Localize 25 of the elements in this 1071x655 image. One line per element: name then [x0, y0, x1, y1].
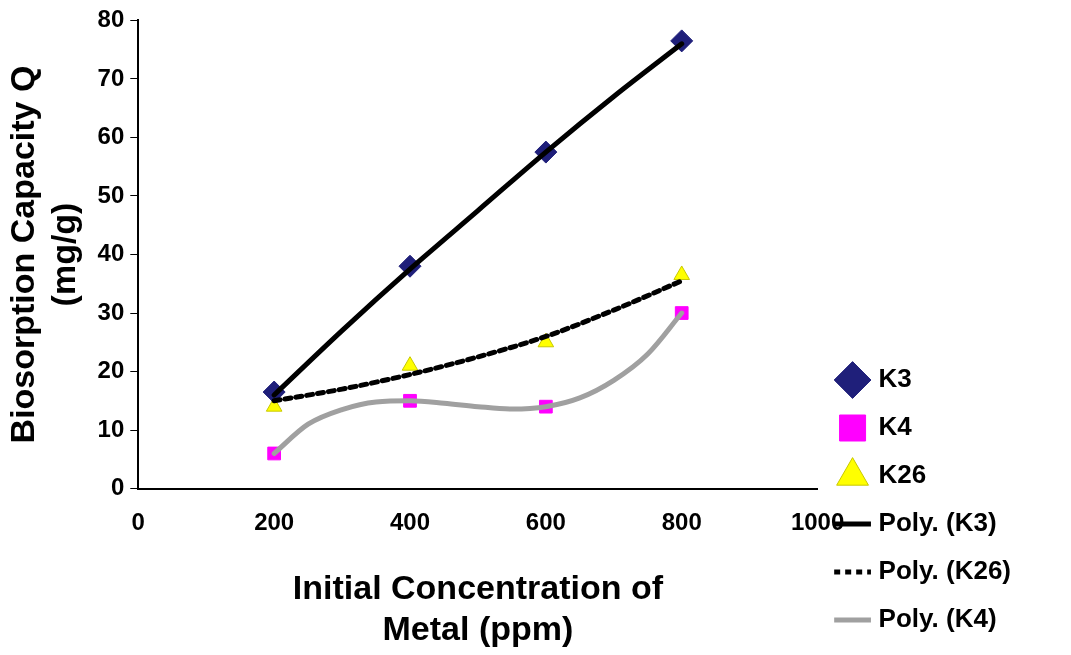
y-tick-label: 40 [97, 239, 125, 267]
legend-label: K26 [878, 459, 927, 490]
x-tick-label: 200 [254, 507, 295, 535]
x-tick-label: 400 [389, 507, 431, 535]
legend-label: K3 [878, 363, 912, 394]
legend-label: Poly. (K26) [878, 555, 1011, 586]
x-tick-label: 0 [131, 507, 145, 535]
x-tick-label: 600 [525, 507, 566, 535]
y-tick-label: 30 [97, 297, 125, 325]
y-axis-title: Biosorption Capacity Q (mg/g) [2, 65, 82, 444]
y-tick-label: 70 [97, 63, 125, 91]
y-tick-label: 60 [97, 122, 125, 150]
y-tick-label: 0 [110, 473, 125, 501]
y-tick-label: 10 [97, 414, 125, 442]
x-tick-label: 800 [661, 507, 702, 535]
y-tick-label: 80 [97, 5, 125, 33]
x-tick-label: 1000 [790, 507, 845, 535]
legend-label: Poly. (K3) [878, 507, 997, 538]
y-tick-label: 50 [97, 180, 125, 208]
point [673, 265, 690, 280]
legend-label: Poly. (K4) [878, 603, 997, 634]
point [401, 356, 419, 371]
legend-label: K4 [878, 411, 913, 442]
x-axis-title: Initial Concentration of Metal (ppm) [292, 568, 664, 647]
y-tick-label: 20 [97, 356, 125, 384]
